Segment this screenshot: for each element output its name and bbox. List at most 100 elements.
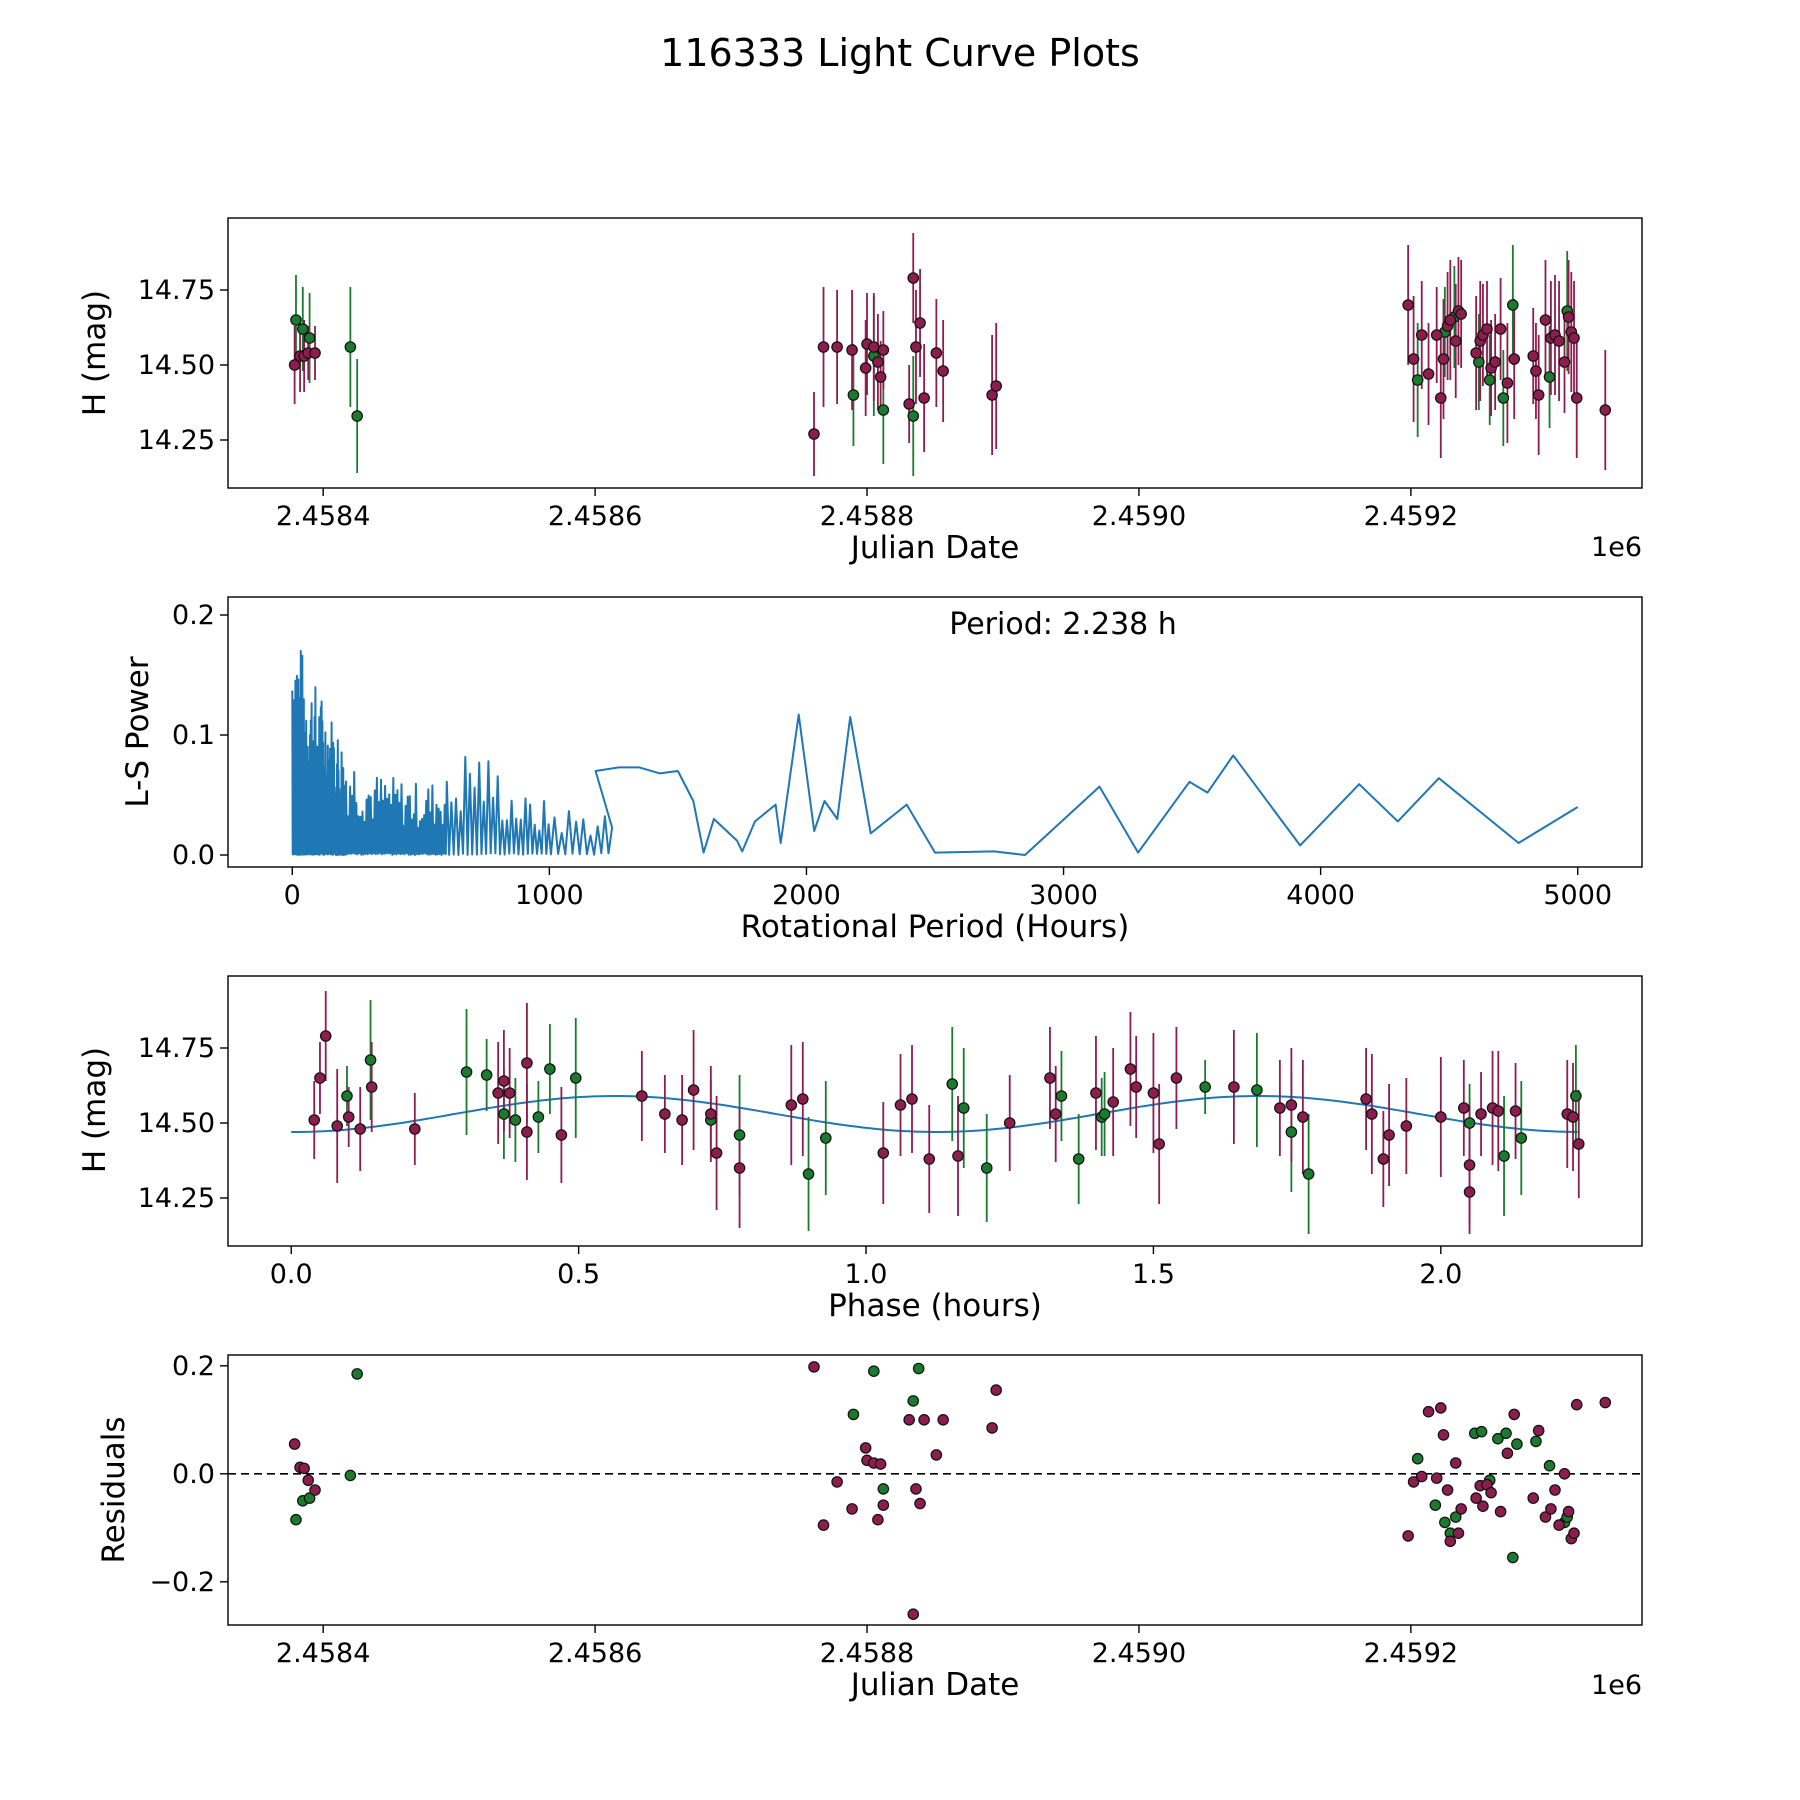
phase-point [492, 1087, 504, 1099]
residuals-point [930, 1449, 943, 1461]
residuals-point [1527, 1492, 1540, 1504]
phase-point [906, 1093, 918, 1105]
phase-point [1044, 1072, 1056, 1084]
phase-point [877, 1147, 890, 1159]
periodogram-frame [227, 596, 1643, 868]
residuals-point [1549, 1484, 1561, 1496]
residuals-xtick-label: 2.4588 [820, 1638, 914, 1669]
lightcurve-point [1449, 335, 1462, 347]
residuals-point [1407, 1476, 1420, 1488]
residuals-point [1452, 1527, 1465, 1539]
lightcurve-point [1434, 392, 1447, 404]
residuals-point [290, 1513, 302, 1526]
residuals-point [910, 1483, 922, 1495]
phase-point [364, 1054, 377, 1066]
phase-point [331, 1120, 344, 1132]
residuals-point [1439, 1516, 1451, 1529]
phase-point [1400, 1120, 1413, 1132]
residuals-point [1508, 1408, 1520, 1421]
phase-point [1458, 1102, 1470, 1114]
lightcurve-point [990, 380, 1002, 392]
lightcurve-point [344, 341, 357, 353]
phase-point [1463, 1159, 1476, 1171]
lightcurve-xtick-label: 2.4586 [548, 501, 642, 532]
phase-point [1003, 1117, 1016, 1129]
lightcurve-point [1437, 353, 1450, 365]
periodogram-ytick-label: 0.1 [172, 720, 215, 751]
periodogram-xtick-label: 4000 [1286, 880, 1355, 911]
lightcurve-point [1494, 323, 1507, 335]
phase-point [1153, 1138, 1165, 1150]
phase-point [1302, 1168, 1315, 1180]
phase-panel: Phase (hours) H (mag) 0.0 0.5 1.0 1.5 2.0 14.… [77, 975, 1643, 1324]
residuals-point [1543, 1459, 1556, 1472]
residuals-point [1530, 1435, 1542, 1448]
lightcurve-point [868, 341, 880, 353]
lightcurve-point [1497, 392, 1510, 404]
lightcurve-panel: Julian Date H (mag) 1e6 2.4584 2.4586 2.45… [77, 217, 1643, 566]
phase-point [733, 1129, 746, 1141]
residuals-point [1434, 1402, 1447, 1414]
residuals-xtick-label: 2.4586 [548, 1638, 642, 1669]
phase-point [544, 1063, 556, 1075]
phase-point [923, 1153, 936, 1165]
phase-point [894, 1099, 907, 1111]
lightcurve-point [808, 428, 820, 440]
residuals-point [1430, 1472, 1443, 1484]
lightcurve-point [1470, 347, 1482, 359]
residuals-ytick-label: 0.0 [172, 1459, 215, 1490]
residuals-point [914, 1497, 926, 1510]
residuals-point [907, 1608, 920, 1620]
phase-point [569, 1072, 582, 1084]
phase-point [1098, 1108, 1111, 1120]
phase-point [1285, 1099, 1298, 1111]
phase-point [1475, 1108, 1487, 1120]
phase-xtick-label: 1.0 [845, 1259, 888, 1290]
residuals-point [808, 1361, 820, 1373]
phase-point [1170, 1072, 1183, 1084]
lightcurve-point [910, 341, 922, 353]
residuals-point [344, 1469, 357, 1482]
phase-point [1570, 1090, 1582, 1102]
phase-xtick-label: 2.0 [1419, 1259, 1462, 1290]
lightcurve-point [1562, 311, 1575, 323]
residuals-plot-area [228, 1361, 1642, 1620]
lightcurve-point [303, 332, 316, 344]
phase-point [314, 1072, 326, 1084]
phase-point [705, 1108, 717, 1120]
lightcurve-point [1508, 353, 1520, 365]
residuals-point [302, 1474, 315, 1487]
lightcurve-point [1489, 356, 1501, 368]
residuals-ylabel: Residuals [96, 1416, 132, 1563]
lightcurve-point [1430, 329, 1443, 341]
lightcurve-point [907, 410, 920, 422]
lightcurve-xtick-label: 2.4590 [1092, 501, 1186, 532]
periodogram-xtick-label: 3000 [1029, 880, 1098, 911]
lightcurve-xtick-label: 2.4584 [276, 501, 370, 532]
phase-point [802, 1168, 815, 1180]
phase-point [1130, 1081, 1142, 1093]
phase-plot-area [291, 991, 1585, 1234]
lightcurve-point [831, 341, 843, 353]
figure-title: 116333 Light Curve Plots [660, 31, 1140, 75]
phase-point [1049, 1108, 1062, 1120]
residuals-frame [227, 1354, 1643, 1626]
phase-ytick-label: 14.75 [138, 1033, 215, 1064]
lightcurve-point [1543, 371, 1556, 383]
phase-point [1297, 1111, 1309, 1123]
residuals-point [903, 1414, 915, 1426]
residuals-xtick-label: 2.4590 [1092, 1638, 1186, 1669]
phase-point [1107, 1096, 1119, 1108]
phase-xtick-label: 0.5 [557, 1259, 600, 1290]
lightcurve-ylabel: H (mag) [77, 290, 113, 416]
residuals-point [1477, 1500, 1489, 1512]
lightcurve-point [351, 410, 363, 422]
lightcurve-plot-area [288, 233, 1612, 476]
phase-ytick-label: 14.25 [138, 1183, 215, 1214]
phase-point [710, 1147, 723, 1159]
phase-point [460, 1066, 473, 1078]
periodogram-ytick-label: 0.2 [172, 600, 215, 631]
lightcurve-point [877, 344, 890, 356]
residuals-point [309, 1484, 321, 1496]
